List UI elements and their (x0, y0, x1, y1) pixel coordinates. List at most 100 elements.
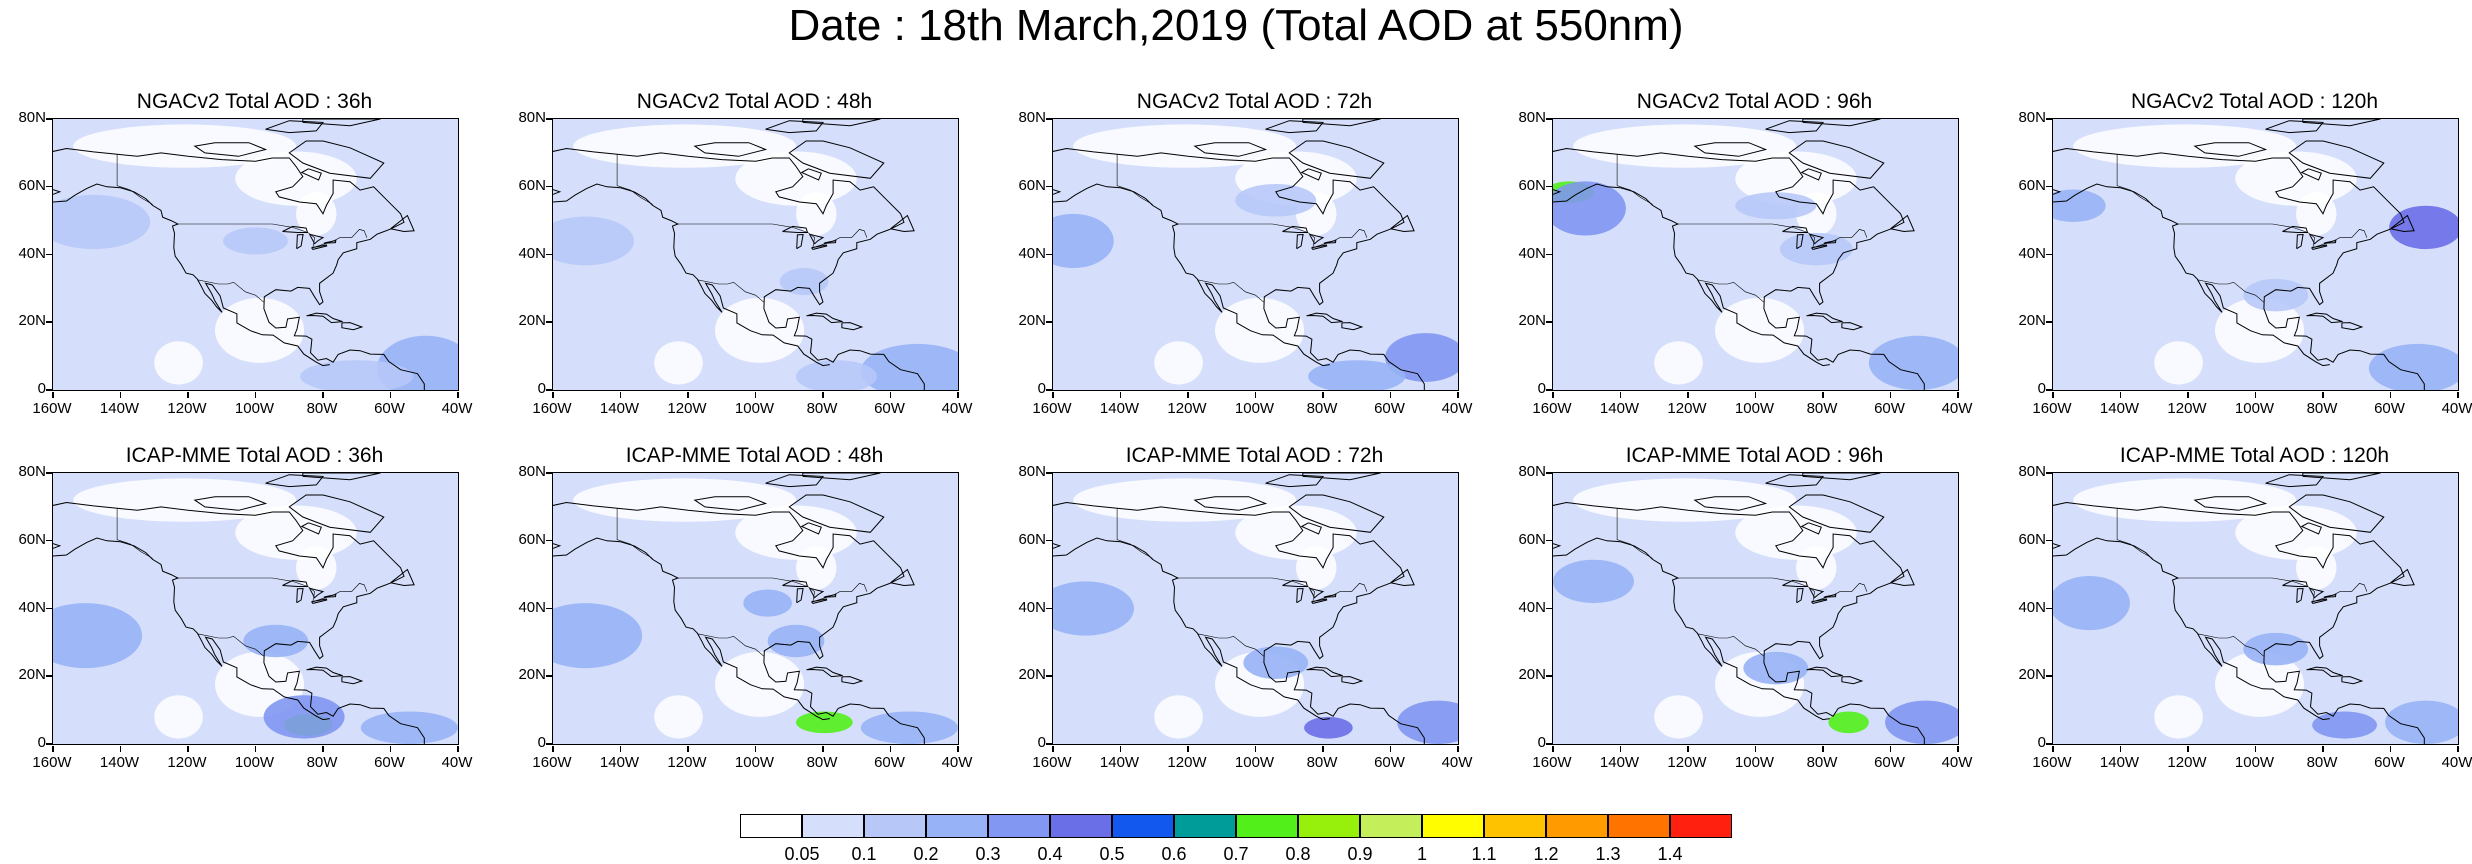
coastline (1265, 474, 1324, 488)
lat-tick (46, 118, 52, 120)
aod-field-svg (1553, 119, 1958, 390)
coastline (1053, 183, 1330, 367)
country-border (698, 279, 765, 303)
low-aod-region (1573, 478, 1796, 522)
lat-tick (546, 607, 552, 609)
lat-tick (46, 472, 52, 474)
lon-tick-label: 120W (2167, 400, 2207, 417)
coastline (823, 239, 837, 244)
coastline (1193, 496, 1268, 511)
coastline (1800, 522, 1822, 535)
coastline (2053, 147, 2425, 390)
lat-tick-label: 60N (1018, 530, 1046, 548)
coastline (1788, 140, 1885, 179)
aod-plume (1885, 700, 1958, 744)
aod-plume (553, 216, 634, 266)
map-panel: NGACv2 Total AOD : 72h 80N 60N 40N 20N 0 160W 1… (1000, 90, 1480, 420)
low-aod-region (1715, 297, 1805, 363)
lon-tick (1052, 392, 1054, 398)
colorbar-label: 0.3 (975, 844, 1001, 864)
coastline (1553, 147, 1925, 390)
lon-tick (1457, 392, 1459, 398)
aod-map (552, 118, 959, 391)
lat-tick (1546, 607, 1552, 609)
lat-tick (1046, 185, 1052, 188)
aod-map (52, 472, 459, 745)
map-panel: ICAP-MME Total AOD : 96h 80N 60N 40N 20N 0 160… (1500, 444, 1980, 774)
lon-tick (1754, 392, 1756, 398)
lon-tick (52, 746, 54, 752)
country-border (198, 279, 265, 303)
coastline (300, 522, 322, 535)
lon-tick (1322, 746, 1324, 752)
coastline (1309, 587, 1325, 599)
lon-tick (119, 392, 121, 398)
coastline (296, 587, 304, 604)
coastline (1193, 142, 1268, 157)
lon-tick (2389, 746, 2391, 752)
country-border (2116, 508, 2153, 559)
lon-tick (2187, 746, 2189, 752)
lat-tick-label: 60N (518, 530, 546, 548)
lat-tick-label: 40N (18, 598, 46, 616)
lon-tick (2389, 392, 2391, 398)
lon-tick (187, 746, 189, 752)
colorbar-label: 1.1 (1471, 844, 1497, 864)
lon-tick (322, 392, 324, 398)
aod-plume (243, 624, 309, 658)
aod-plume (2243, 278, 2309, 312)
lat-tick (1546, 118, 1552, 120)
lon-tick-label: 120W (1667, 400, 1707, 417)
lat-tick-label: 20N (2018, 666, 2046, 684)
lon-tick-label: 160W (1532, 400, 1572, 417)
low-aod-region (1735, 505, 1857, 560)
coastline (2302, 473, 2381, 481)
lon-tick-label: 40W (441, 754, 473, 771)
lat-tick (46, 389, 52, 391)
lon-tick (1389, 746, 1391, 752)
colorbar-swatch (1422, 814, 1484, 838)
aod-field-svg (553, 473, 958, 744)
coastline (53, 147, 425, 390)
lat-tick (1046, 539, 1052, 542)
lon-tick-label: 140W (1599, 754, 1640, 771)
coastline (2193, 496, 2268, 511)
aod-map (1052, 472, 1459, 745)
lon-tick-label: 160W (532, 754, 572, 771)
lon-tick (187, 392, 189, 398)
lat-tick-label: 80N (1018, 463, 1046, 480)
lat-tick (546, 472, 552, 474)
coastline (300, 168, 322, 181)
map-panel: NGACv2 Total AOD : 48h 80N 60N 40N 20N 0 160W 1… (500, 90, 980, 420)
coastline (2296, 233, 2304, 250)
lat-tick-label: 40N (1018, 598, 1046, 616)
coastline (323, 593, 337, 598)
coastline (309, 233, 325, 245)
lat-tick-label: 0 (1037, 380, 1046, 397)
coastline (1823, 593, 1837, 598)
coastline (802, 119, 881, 127)
lon-tick-label: 100W (1734, 400, 1775, 417)
aod-plume (1053, 213, 1114, 269)
aod-map (1552, 118, 1959, 391)
low-aod-region (573, 124, 796, 168)
colorbar-swatch (740, 814, 802, 838)
lon-tick (1187, 392, 1189, 398)
coastline (1765, 474, 1824, 488)
aod-plume (1243, 646, 1309, 679)
coastline (841, 676, 864, 685)
coastline (1296, 587, 1304, 604)
low-aod-region (1073, 478, 1296, 522)
lon-tick-label: 80W (806, 754, 838, 771)
lon-tick-label: 80W (1306, 400, 1338, 417)
lat-tick (46, 185, 52, 188)
lon-tick-label: 120W (1167, 754, 1207, 771)
low-aod-region (1154, 695, 1203, 739)
coastline (1311, 244, 1328, 250)
aod-plume (263, 695, 345, 739)
lon-tick (1889, 392, 1891, 398)
coastline (390, 568, 415, 587)
lon-tick (1889, 746, 1891, 752)
lon-tick (389, 392, 391, 398)
coastline (796, 587, 804, 604)
